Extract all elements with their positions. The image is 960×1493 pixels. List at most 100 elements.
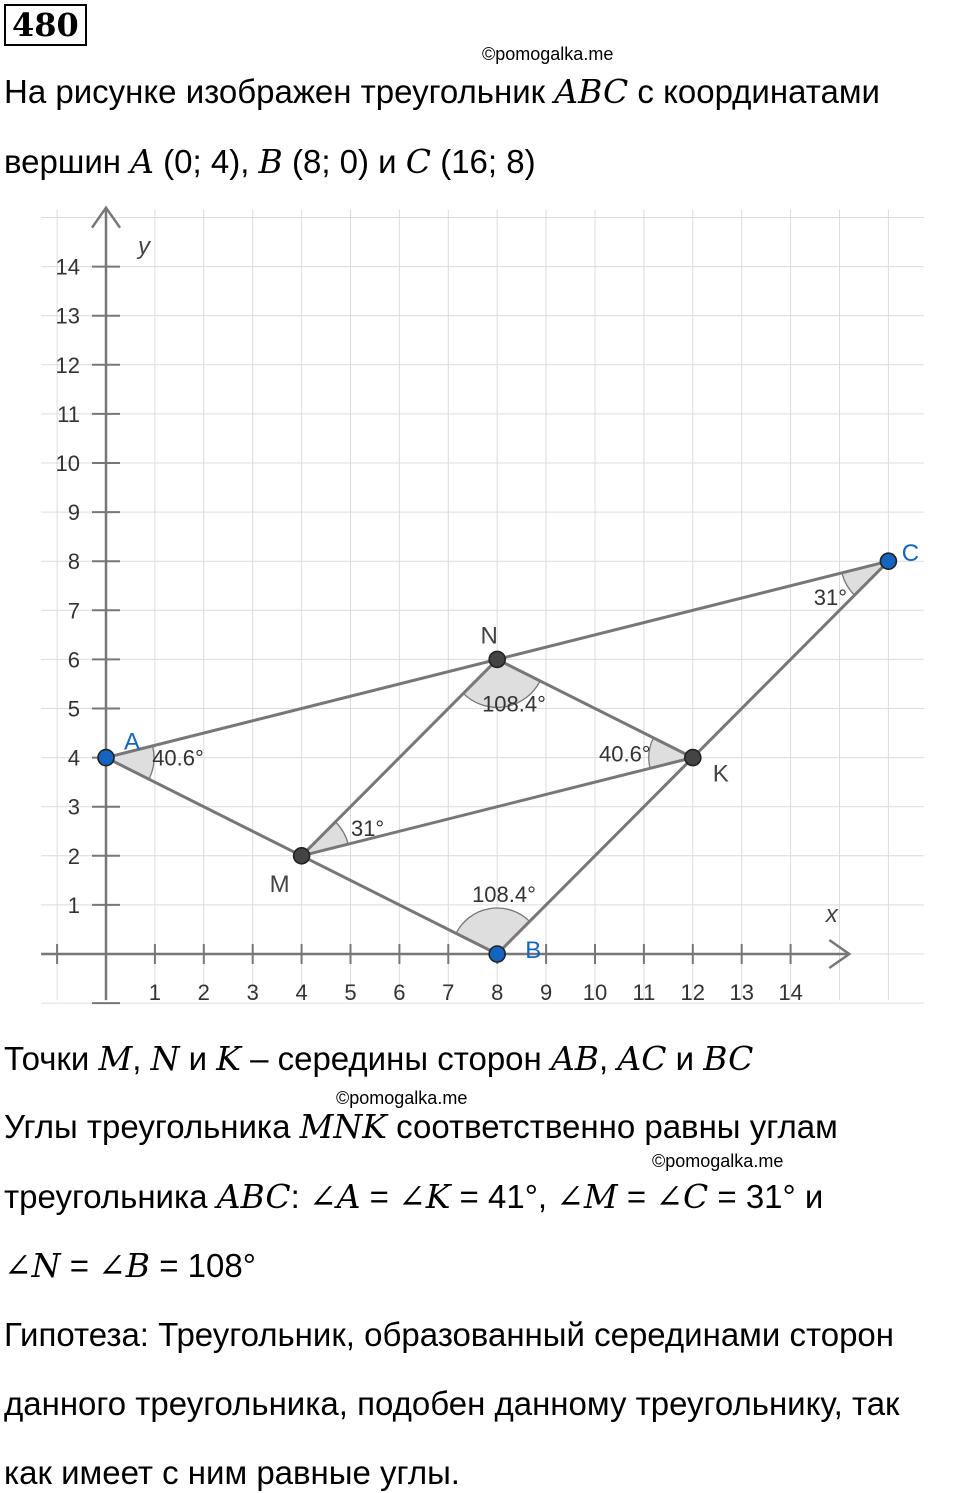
x-tick-label: 11: [632, 980, 655, 1005]
y-tick-label: 12: [56, 353, 80, 378]
point-n: [488, 650, 507, 669]
point-m: M: [98, 1039, 133, 1078]
point-label-b: B: [525, 937, 541, 964]
separator: ,: [599, 1040, 618, 1077]
segment-mk: [301, 756, 694, 858]
angle-a: ∠A: [308, 1177, 361, 1216]
y-tick-label: 1: [68, 893, 80, 918]
x-tick-label: 2: [198, 980, 210, 1005]
vertex-c: C: [405, 142, 432, 181]
y-tick-label: 6: [68, 647, 80, 672]
separator: и: [179, 1040, 217, 1077]
side-ac: AC: [617, 1039, 667, 1078]
y-tick-label: 10: [56, 451, 80, 476]
x-tick-label: 13: [729, 980, 753, 1005]
equals: =: [360, 1178, 399, 1215]
angles-text: :: [290, 1178, 309, 1215]
tick-marks: [56, 265, 792, 1005]
x-tick-label: 7: [442, 980, 454, 1005]
segment-mn: [300, 658, 499, 857]
side-ab: AB: [550, 1039, 600, 1078]
hypothesis-line-3: как имеет с ним равные углы.: [4, 1454, 460, 1491]
side-bc: BC: [703, 1039, 754, 1078]
vertex-a: A: [130, 142, 155, 181]
x-tick-label: 5: [344, 980, 356, 1005]
x-tick-label: 12: [681, 980, 705, 1005]
y-tick-label: 8: [68, 549, 80, 574]
angle-value: = 31° и: [708, 1178, 824, 1215]
angles-text: соответственно равны углам: [386, 1108, 838, 1145]
separator: ,: [132, 1040, 151, 1077]
point-label-k: K: [713, 761, 729, 788]
angle-label-k: 40.6°: [599, 742, 651, 767]
y-tick-label: 9: [68, 500, 80, 525]
separator: и: [666, 1040, 704, 1077]
coord-c: (16; 8): [431, 143, 536, 180]
point-label-m: M: [270, 871, 290, 898]
angle-label-a: 40.6°: [152, 746, 204, 771]
x-tick-label: 3: [247, 980, 259, 1005]
point-k: [683, 748, 702, 767]
point-a: [97, 748, 115, 767]
x-axis-arrow: [828, 938, 852, 970]
angles-text: Углы треугольника: [4, 1108, 300, 1145]
angle-value: = 108°: [150, 1247, 256, 1284]
grid: [41, 209, 924, 1004]
midpoints-text: Точки: [4, 1040, 99, 1077]
triangle-mnk: MNK: [299, 1107, 387, 1146]
hypothesis-line-2: данного треугольника, подобен данному тр…: [4, 1385, 900, 1422]
point-k: K: [216, 1039, 241, 1078]
point-b: [488, 945, 507, 963]
angles-line-1: Углы треугольника MNK соответственно рав…: [4, 1107, 838, 1147]
x-tick-label: 9: [540, 980, 552, 1005]
intro-text: с координатами: [628, 73, 880, 110]
intro-text: вершин: [4, 143, 131, 180]
intro-text: На рисунке изображен треугольник: [4, 73, 555, 110]
point-label-a: A: [124, 729, 140, 756]
y-tick-label: 11: [57, 402, 80, 427]
y-tick-label: 5: [68, 697, 80, 722]
angle-label-b: 108.4°: [472, 882, 536, 907]
y-tick-label: 3: [68, 795, 80, 820]
x-tick-label: 4: [295, 980, 307, 1005]
y-tick-label: 7: [68, 598, 80, 623]
x-tick-label: 10: [583, 980, 607, 1005]
intro-line-1: На рисунке изображен треугольник ABC с к…: [4, 72, 880, 112]
problem-number: 480: [4, 4, 87, 46]
x-tick-label: 14: [778, 980, 802, 1005]
triangle-abc: ABC: [216, 1177, 291, 1216]
angle-n: ∠N: [4, 1246, 61, 1285]
points: [97, 552, 898, 963]
point-m: [292, 846, 311, 865]
angle-label-c: 31°: [814, 585, 847, 610]
intro-line-2: вершин A (0; 4), B (8; 0) и C (16; 8): [4, 142, 536, 182]
y-axis-arrow: [90, 205, 122, 229]
angles-line-3: ∠N = ∠B = 108°: [4, 1246, 256, 1286]
angle-m: ∠M: [556, 1177, 618, 1216]
angle-c: ∠C: [655, 1177, 709, 1216]
angle-label-n: 108.4°: [482, 691, 546, 716]
y-tick-label: 2: [68, 844, 80, 869]
angle-label-m: 31°: [351, 816, 384, 841]
watermark: ©pomogalka.me: [336, 1088, 468, 1108]
plot-labels: 1 2 3 4 5 6 7 8 9 10 11 12 13 141234567891011121314xy…: [56, 233, 920, 1005]
axes: [41, 205, 852, 1001]
angle-k: ∠K: [398, 1177, 451, 1216]
hypothesis-line-1: Гипотеза: Треугольник, образованный сере…: [4, 1316, 895, 1353]
point-label-c: C: [902, 540, 919, 567]
midpoints-text: – середины сторон: [240, 1040, 551, 1077]
x-tick-label: 1: [149, 980, 161, 1005]
x-tick-label: 8: [491, 980, 503, 1005]
y-tick-label: 4: [68, 746, 80, 771]
equals: =: [60, 1247, 99, 1284]
point-n: N: [150, 1039, 180, 1078]
coord-a: (0; 4),: [154, 143, 259, 180]
watermark: ©pomogalka.me: [652, 1151, 784, 1171]
point-label-n: N: [481, 622, 498, 649]
y-tick-label: 13: [56, 304, 80, 329]
angles-text: треугольника: [4, 1178, 217, 1215]
point-c: [879, 552, 898, 571]
coordinate-plot: 1 2 3 4 5 6 7 8 9 10 11 12 13 141234567891011121314xy…: [41, 205, 924, 1005]
x-tick-label: 6: [393, 980, 405, 1005]
equals: =: [617, 1178, 656, 1215]
